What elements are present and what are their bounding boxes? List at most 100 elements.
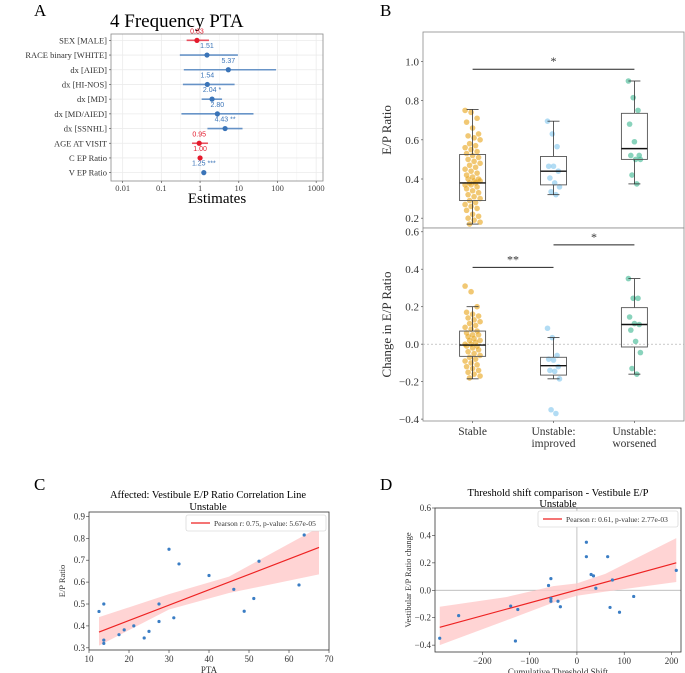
panel-b-top-data-point <box>477 137 483 143</box>
panel-c-xtick-label: 70 <box>325 654 335 664</box>
panel-b-top-data-point <box>468 109 474 116</box>
panel-b-top-data-point <box>463 150 470 157</box>
panel-b-bottom-data-point <box>475 346 482 353</box>
panel-d-legend-box <box>537 510 679 528</box>
panel-b-top-data-point <box>462 166 468 172</box>
panel-b-top-data-point <box>471 158 477 165</box>
panel-c-xtick-label: 40 <box>205 654 215 664</box>
panel-a-estimate-label: 1.00 <box>193 146 207 153</box>
panel-letter-b: B <box>380 1 391 20</box>
panel-c-title: Affected: Vestibule E/P Ratio Correlatio… <box>110 490 306 501</box>
panel-c-scatter: Affected: Vestibule E/P Ratio Correlatio… <box>57 490 334 673</box>
panel-b-bottom-data-point <box>462 283 468 289</box>
panel-b-bottom-data-point <box>550 357 557 363</box>
panel-b-top-data-point <box>477 160 483 167</box>
panel-b-bottom-data-point <box>553 410 559 417</box>
panel-d-data-point <box>549 596 553 601</box>
panel-b-bottom-xtick-label: Unstable: <box>531 426 575 438</box>
panel-b-bottom-data-point <box>551 368 558 375</box>
panel-c-data-point <box>102 641 106 646</box>
panel-d-confidence-band <box>439 538 677 646</box>
panel-c-data-point <box>177 562 181 566</box>
panel-b-top-data-point <box>465 191 471 198</box>
panel-b-top-data-point <box>474 148 480 155</box>
panel-b-bottom-data-point <box>628 327 634 333</box>
panel-b-bottom-data-point <box>466 320 473 327</box>
panel-b-bottom-xtick-label: Unstable: <box>612 426 656 438</box>
panel-c-data-point <box>157 602 161 606</box>
panel-b-bottom-data-point <box>465 348 471 355</box>
panel-letter-a: A <box>34 1 47 20</box>
panel-c-data-point <box>102 638 106 642</box>
panel-b-bottom-data-point <box>462 358 468 364</box>
panel-d-data-point <box>558 605 562 609</box>
panel-d-ytick-label: −0.2 <box>415 613 431 623</box>
panel-d-data-point <box>438 636 442 640</box>
panel-d-data-point <box>589 572 593 577</box>
panel-b-bottom-data-point <box>475 332 482 338</box>
panel-b-top-data-point <box>475 131 482 137</box>
panel-d-frame <box>434 507 682 653</box>
panel-a-xtick-label: 0.1 <box>156 183 167 193</box>
panel-b-top-data-point <box>468 146 474 153</box>
panel-b-bottom-data-point <box>466 354 473 361</box>
panel-c-xtick-label: 50 <box>245 654 255 664</box>
panel-b-top-data-point <box>465 156 471 163</box>
panel-a-estimate-point <box>225 67 231 73</box>
panel-b-top-data-point <box>474 170 480 176</box>
panel-b-bottom-data-point <box>626 314 633 320</box>
panel-b-top-ytick-label: 0.8 <box>405 96 419 108</box>
panel-b-bottom-data-point <box>637 349 644 356</box>
panel-b-top-ylabel: E/P Ratio <box>379 105 394 155</box>
panel-c-data-point <box>242 609 246 613</box>
panel-a-xtick-label: 0.01 <box>115 183 130 193</box>
panel-d-data-point <box>617 610 622 614</box>
panel-d-data-point <box>546 583 551 588</box>
panel-b-top-data-point <box>471 217 477 223</box>
panel-b-bottom-box <box>620 307 648 348</box>
panel-d-data-point <box>591 574 596 578</box>
panel-b-bottom-data-point <box>471 371 477 377</box>
panel-b-bottom-data-point <box>477 352 483 359</box>
panel-b-top-data-point <box>477 219 483 225</box>
panel-a-frame <box>110 33 324 182</box>
panel-d-scatter: Threshold shift comparison - Vestibule E… <box>403 488 682 673</box>
panel-d-regression-line <box>439 562 677 628</box>
panel-b-top-data-point <box>465 133 471 139</box>
panel-letter-c: C <box>34 475 45 494</box>
panel-d-data-point <box>584 540 588 544</box>
panel-b-top-data-point <box>554 143 560 150</box>
panel-c-ytick-label: 0.8 <box>74 533 86 543</box>
panel-b-bottom-significance-label: * <box>591 230 597 244</box>
panel-a-estimate-label: 2.80 <box>211 102 225 109</box>
panel-d-title: Threshold shift comparison - Vestibule E… <box>468 488 649 499</box>
panel-a-row-label: V EP Ratio <box>69 168 107 178</box>
panel-a-row-label: dx [AIED] <box>70 65 107 75</box>
panel-b-bottom-data-point <box>477 337 483 344</box>
panel-b-bottom-data-point <box>631 320 638 327</box>
panel-b-top-data-point <box>550 163 557 170</box>
panel-c-data-point <box>117 633 121 637</box>
panel-b-top-data-point <box>548 188 554 195</box>
panel-b-top-data-point <box>462 107 468 114</box>
panel-a-row-label: dx [MD] <box>77 94 107 104</box>
panel-b-bottom-data-point <box>545 356 552 362</box>
panel-d-data-point <box>549 577 553 581</box>
panel-b-bottom-data-point <box>630 295 637 302</box>
panel-d-ylabel: Vestibular E/P Ratio change <box>403 532 413 628</box>
panel-b-top-data-point <box>475 213 482 220</box>
panel-a-estimate-label: 2.04 * <box>203 87 222 94</box>
panel-b-top-data-point <box>549 131 556 137</box>
panel-c-ytick-label: 0.7 <box>74 555 86 565</box>
panel-b-top-data-point <box>630 94 637 101</box>
panel-d-data-point <box>606 555 610 559</box>
panel-d-data-point <box>549 599 553 603</box>
panel-b-bottom-data-point <box>475 367 482 374</box>
panel-c-ytick-label: 0.3 <box>74 643 86 653</box>
panel-c-xlabel: PTA <box>201 665 218 673</box>
panel-a-estimate-label: 1.25 *** <box>192 161 216 168</box>
panel-b-bottom-data-point <box>629 365 635 372</box>
panel-a-row-label: dx [SSNHL] <box>64 124 107 134</box>
panel-b-top-data-point <box>547 175 553 181</box>
panel-b-top-data-point <box>466 140 473 147</box>
